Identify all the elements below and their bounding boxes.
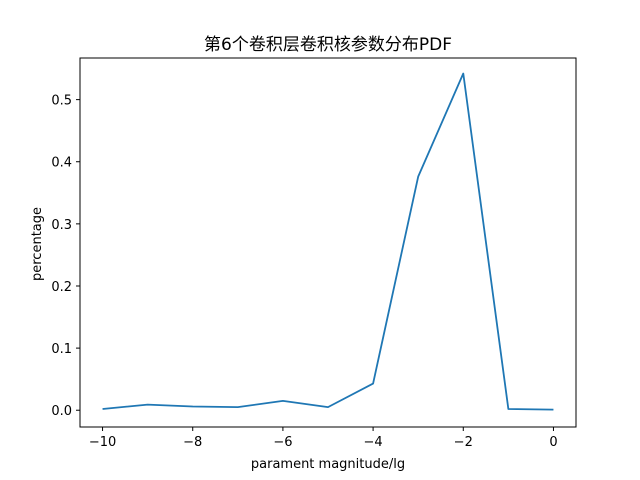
series-line bbox=[102, 72, 554, 411]
x-tick-label: −6 bbox=[273, 435, 292, 450]
x-tick-label: −4 bbox=[364, 435, 383, 450]
x-tick-label: −2 bbox=[454, 435, 473, 450]
x-axis-label: parament magnitude/lg bbox=[251, 457, 405, 472]
x-tick-label: −8 bbox=[183, 435, 202, 450]
chart-title: 第6个卷积层卷积核参数分布PDF bbox=[204, 35, 452, 55]
x-tick-label: −10 bbox=[89, 435, 116, 450]
y-tick-label: 0.2 bbox=[51, 280, 72, 295]
y-tick-label: 0.0 bbox=[51, 404, 72, 419]
y-tick-label: 0.1 bbox=[51, 342, 72, 357]
series-layer bbox=[102, 72, 554, 411]
plot-frame bbox=[79, 57, 577, 428]
x-tick-label: 0 bbox=[549, 435, 557, 450]
axes-layer: −10 −8 −6 −4 −2 0 0.0 0.1 0.2 0.3 0.4 0.5 bbox=[51, 57, 577, 450]
y-tick-label: 0.3 bbox=[51, 218, 72, 233]
y-tick-label: 0.4 bbox=[51, 156, 72, 171]
y-axis-label: percentage bbox=[30, 207, 45, 281]
y-tick-label: 0.5 bbox=[51, 94, 72, 109]
